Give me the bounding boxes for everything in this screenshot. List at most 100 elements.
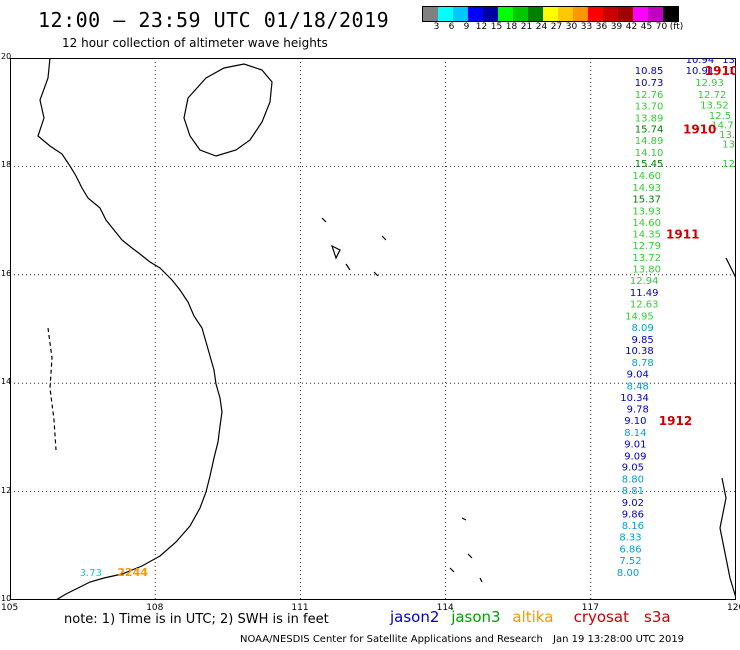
map-frame <box>10 58 736 600</box>
wave-height-value: 12.72 <box>698 90 727 101</box>
wave-height-value: 12.5 <box>709 111 731 122</box>
latitude-tick-label: 10 <box>1 594 12 603</box>
wave-height-value: 10.73 <box>635 78 664 89</box>
wave-height-value: 13 <box>722 140 735 151</box>
pass-time-label: 1910 <box>705 64 736 78</box>
wave-height-value: 14.93 <box>632 183 661 194</box>
wave-height-value: 13.93 <box>632 206 661 217</box>
vietnam-coastline <box>37 58 223 600</box>
color-swatch <box>513 7 528 21</box>
philippines-coastline <box>719 257 736 599</box>
legend-s3a: s3a <box>644 608 671 626</box>
wave-height-value: 14.35 <box>632 230 661 241</box>
wave-height-value: 9.01 <box>624 439 646 450</box>
color-scale-bar <box>422 6 679 22</box>
wave-height-value: 14.10 <box>635 148 664 159</box>
wave-height-value: 8.14 <box>624 428 646 439</box>
longitude-tick-label: 120 <box>727 603 740 613</box>
color-swatch <box>543 7 558 21</box>
color-scale-label: 30 <box>565 22 578 32</box>
wave-height-value: 10.34 <box>620 393 649 404</box>
color-swatch <box>423 7 438 21</box>
wave-height-value: 9.10 <box>624 416 646 427</box>
wave-height-value: 12.94 <box>630 276 659 287</box>
latitude-tick-label: 12 <box>1 485 12 495</box>
color-swatch <box>618 7 633 21</box>
color-scale-label: 3 <box>433 22 440 32</box>
color-swatch <box>453 7 468 21</box>
wave-height-value: 14.89 <box>635 136 664 147</box>
color-scale-label: 33 <box>580 22 593 32</box>
wave-height-value: 9.05 <box>622 463 644 474</box>
wave-height-value: 15.37 <box>632 194 661 205</box>
color-scale-label: 24 <box>535 22 548 32</box>
wave-height-value: 12 <box>722 159 735 170</box>
wave-height-value: 8.33 <box>619 533 641 544</box>
hainan-island <box>183 63 273 157</box>
pass-time-label: 1912 <box>659 414 692 428</box>
generation-timestamp: Jan 19 13:28:00 UTC 2019 <box>553 634 685 645</box>
wave-height-value: 10.94 <box>686 58 715 66</box>
wave-height-value: 6.86 <box>619 545 641 556</box>
latitude-tick-label: 18 <box>1 160 12 170</box>
wave-height-value: 1 <box>729 66 735 77</box>
wave-height-value: 15.45 <box>635 159 664 170</box>
wave-height-value: 9.04 <box>627 369 649 380</box>
legend-jason3: jason3 <box>451 608 501 626</box>
longitude-tick-label: 114 <box>436 603 454 613</box>
wave-height-value: 8.78 <box>631 358 653 369</box>
wave-height-value: 13.89 <box>635 114 664 125</box>
spratly-islands <box>449 517 483 583</box>
wave-height-value: 10.38 <box>625 346 654 357</box>
color-swatch <box>663 7 678 21</box>
wave-height-value: 12.63 <box>630 300 659 311</box>
wave-height-value: 11.49 <box>630 288 659 299</box>
latitude-tick-label: 14 <box>1 377 12 387</box>
color-scale-label: 15 <box>490 22 503 32</box>
color-scale-label: 6 <box>448 22 455 32</box>
wave-height-value: 13. <box>719 130 735 141</box>
color-scale-label: 27 <box>550 22 563 32</box>
color-scale-label: 12 <box>475 22 488 32</box>
wave-height-value: 12.79 <box>632 241 661 252</box>
cycle-labels: 1910 1910 1911 1912 <box>659 64 736 428</box>
wave-height-value: 8.80 <box>622 475 644 486</box>
color-scale-label: 9 <box>463 22 470 32</box>
wave-height-value: 14.60 <box>632 171 661 182</box>
wave-height-value: 13.70 <box>635 102 664 113</box>
altika-time-label: 2244 <box>117 566 148 579</box>
note-text: note: 1) Time is in UTC; 2) SWH is in fe… <box>64 612 329 627</box>
longitude-tick-label: 105 <box>1 603 19 613</box>
wave-height-value: 13 <box>722 58 735 66</box>
credit-line: NOAA/NESDIS Center for Satellite Applica… <box>240 634 543 645</box>
color-scale-label: 36 <box>595 22 608 32</box>
wave-height-value: 9.09 <box>624 451 646 462</box>
color-scale-unit: (ft) <box>669 22 684 32</box>
wave-height-value: 9.85 <box>631 335 653 346</box>
wave-height-value: 14.60 <box>632 218 661 229</box>
wave-height-value: 13.80 <box>632 264 661 275</box>
wave-height-value: 8.16 <box>622 521 644 532</box>
wave-height-value: 12.93 <box>695 78 724 89</box>
legend-altika: altika <box>512 608 554 626</box>
latitude-tick-label: 20 <box>1 52 12 61</box>
color-swatch <box>588 7 603 21</box>
color-swatch <box>468 7 483 21</box>
legend-jason2: jason2 <box>390 608 440 626</box>
pass-time-label: 1910 <box>683 122 716 136</box>
color-swatch <box>528 7 543 21</box>
wave-height-value: 15.74 <box>635 124 664 135</box>
color-scale-label: 45 <box>640 22 653 32</box>
color-scale-label: 18 <box>505 22 518 32</box>
color-swatch <box>648 7 663 21</box>
pass-time-label: 1911 <box>666 228 699 242</box>
wave-height-value: 10.85 <box>635 66 664 77</box>
wave-height-value: 7.52 <box>619 556 641 567</box>
latitude-tick-label: 16 <box>1 268 12 278</box>
color-swatch <box>573 7 588 21</box>
wave-height-value: 3.73 <box>80 568 102 579</box>
color-scale-label: 21 <box>520 22 533 32</box>
longitude-tick-label: 111 <box>291 603 309 613</box>
wave-height-value: 14.95 <box>625 311 654 322</box>
